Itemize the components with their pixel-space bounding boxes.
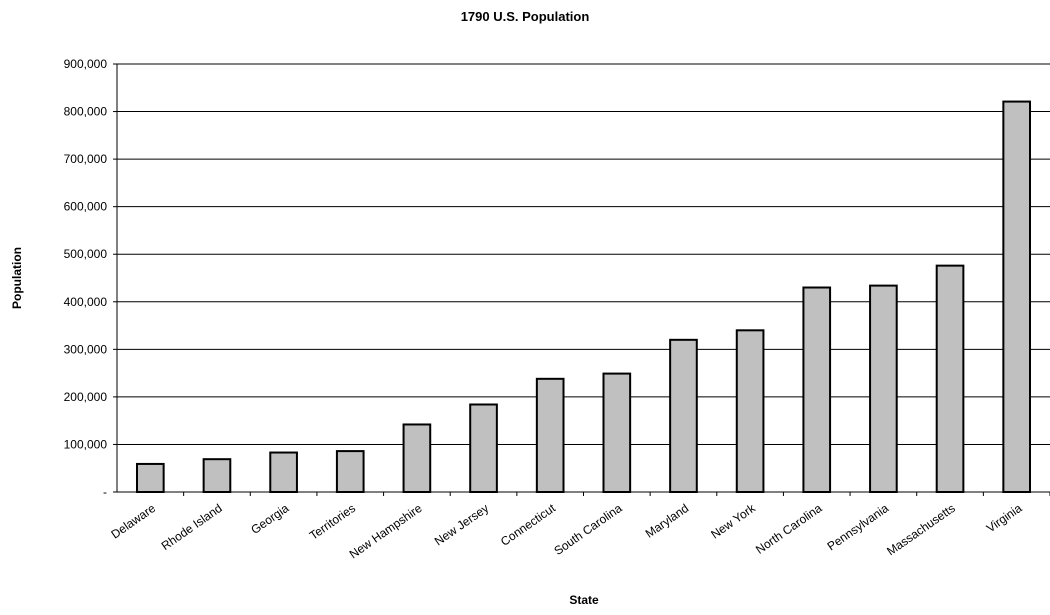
x-tick-label: Territories bbox=[307, 501, 358, 543]
x-tick-label: New Hampshire bbox=[347, 501, 425, 562]
axes bbox=[116, 64, 1050, 493]
bar bbox=[869, 284, 898, 493]
y-tick-labels: - 100,000 200,000 300,000 400,000 500,000 600,… bbox=[64, 57, 117, 499]
x-tick-label: New Jersey bbox=[432, 501, 491, 548]
y-tick-label: 900,000 bbox=[64, 57, 108, 71]
x-tick-label: Pennsylvania bbox=[825, 501, 892, 554]
y-tick-label: 700,000 bbox=[64, 152, 108, 166]
x-tick-label: Rhode Island bbox=[159, 501, 225, 553]
bar bbox=[669, 338, 698, 494]
y-tick-label: - bbox=[103, 485, 107, 499]
x-tick-label: Virginia bbox=[984, 501, 1025, 535]
chart-title: 1790 U.S. Population bbox=[460, 9, 590, 24]
x-tick-label: Connecticut bbox=[498, 501, 558, 549]
bar bbox=[335, 450, 365, 494]
x-tick-labels: Delaware Rhode Island Georgia TerritoriesNe… bbox=[108, 492, 1050, 561]
bar bbox=[202, 458, 232, 494]
y-tick-label: 600,000 bbox=[64, 200, 108, 214]
bar bbox=[135, 462, 165, 494]
y-tick-label: 500,000 bbox=[64, 247, 108, 261]
bars bbox=[135, 100, 1032, 494]
bar bbox=[269, 451, 298, 494]
bar bbox=[469, 403, 498, 493]
y-tick-label: 400,000 bbox=[64, 295, 108, 309]
x-tick-label: Georgia bbox=[248, 501, 291, 537]
bar bbox=[535, 377, 565, 493]
y-tick-label: 200,000 bbox=[64, 390, 108, 404]
x-tick-label: New York bbox=[708, 500, 758, 541]
bar bbox=[602, 372, 632, 493]
bar bbox=[1002, 100, 1032, 494]
x-tick-label: North Carolina bbox=[753, 501, 825, 557]
x-tick-label: Maryland bbox=[643, 501, 691, 541]
y-axis-title: Population bbox=[10, 247, 24, 309]
bar bbox=[935, 264, 965, 493]
y-tick-label: 100,000 bbox=[64, 437, 108, 451]
x-axis-title: State bbox=[569, 593, 599, 607]
bar bbox=[735, 329, 765, 493]
x-tick-label: South Carolina bbox=[551, 501, 624, 558]
bar bbox=[802, 286, 832, 493]
gridlines bbox=[117, 63, 1050, 445]
bar bbox=[402, 423, 432, 493]
y-tick-label: 300,000 bbox=[64, 342, 108, 356]
x-tick-label: Delaware bbox=[108, 501, 158, 542]
x-tick-label: Massachusetts bbox=[884, 501, 958, 558]
y-tick-label: 800,000 bbox=[64, 105, 108, 119]
